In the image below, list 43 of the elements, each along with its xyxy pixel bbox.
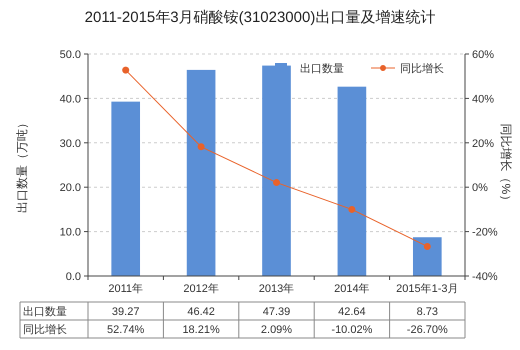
legend-label: 同比增长 (400, 62, 444, 75)
point (273, 179, 280, 186)
y2-tick-label: -40% (472, 271, 498, 283)
y2-tick-label: 60% (472, 49, 494, 61)
data-label: 42.64 (338, 306, 366, 318)
point (198, 143, 205, 150)
text: 出口数量 (23, 306, 67, 318)
y-tick-label: 10.0 (60, 226, 81, 239)
y2-axis-title: 同比增长（%） (499, 124, 513, 206)
bar (412, 237, 442, 276)
point (348, 206, 356, 213)
data-label: -26.70% (406, 324, 448, 336)
y-tick-label: 20.0 (60, 182, 81, 194)
y2-tick-label: -20% (472, 226, 498, 239)
bar (338, 86, 366, 276)
data-label: 2.09% (260, 324, 292, 336)
y-tick-label: 50.0 (60, 49, 81, 61)
bar (186, 70, 216, 276)
y-tick-label: 30.0 (60, 138, 81, 150)
data-label: 46.42 (187, 306, 215, 318)
y-axis-title: 出口数量（万吨） (15, 117, 29, 213)
data-label: 8.73 (416, 306, 438, 318)
x-tick-label: 2011年 (108, 283, 144, 295)
y2-tick-label: 40% (472, 93, 494, 106)
point (424, 242, 431, 250)
data-label: 18.21% (182, 324, 220, 336)
x-tick-label: 2015年1-3月 (396, 283, 458, 295)
point (122, 66, 130, 74)
data-label: -10.02% (331, 324, 373, 336)
y-tick-label: 0.0 (66, 271, 81, 283)
x-tick-label: 2014年 (334, 283, 370, 295)
text: 同比增长 (23, 324, 67, 336)
x-tick-label: 2013年 (258, 283, 294, 295)
chart-title: 2011-2015年3月硝酸铵(31023000)出口量及增速统计 (84, 9, 436, 26)
data-label: 47.39 (262, 306, 290, 318)
y2-tick-label: 20% (472, 138, 494, 150)
data-label: 52.74% (107, 324, 145, 336)
legend-label: 出口数量 (300, 62, 344, 75)
y-tick-label: 40.0 (60, 93, 81, 106)
y2-tick-label: 0% (472, 182, 488, 194)
bar (111, 102, 140, 276)
data-label: 39.27 (112, 306, 140, 318)
x-tick-label: 2012年 (183, 283, 219, 295)
